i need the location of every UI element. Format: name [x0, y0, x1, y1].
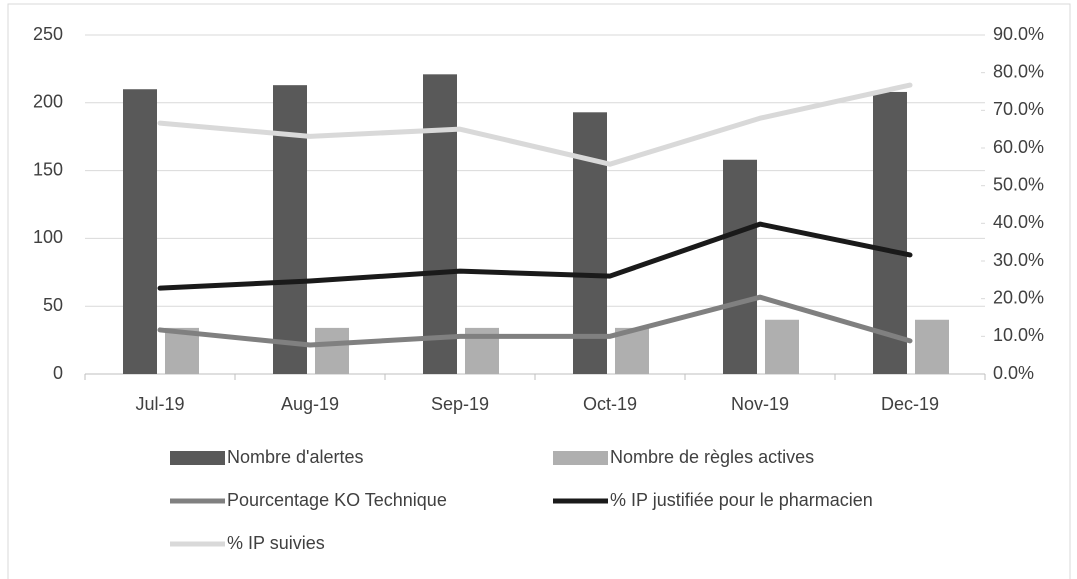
- y2-tick-label: 60.0%: [993, 137, 1044, 157]
- x-tick-label: Aug-19: [281, 394, 339, 414]
- y-tick-label: 200: [33, 92, 63, 112]
- bar: [273, 85, 307, 374]
- y2-tick-label: 90.0%: [993, 24, 1044, 44]
- y2-tick-label: 0.0%: [993, 363, 1034, 383]
- y2-tick-label: 80.0%: [993, 61, 1044, 81]
- line-series: [157, 294, 913, 348]
- y-tick-label: 150: [33, 159, 63, 179]
- legend-label: % IP justifiée pour le pharmacien: [610, 490, 873, 510]
- line-series: [157, 221, 913, 291]
- y-tick-label: 250: [33, 24, 63, 44]
- chart-frame: [7, 3, 1071, 579]
- bar: [423, 74, 457, 374]
- x-tick-label: Oct-19: [583, 394, 637, 414]
- y2-tick-label: 10.0%: [993, 325, 1044, 345]
- bar: [873, 91, 907, 375]
- legend-label: Nombre de règles actives: [610, 447, 814, 467]
- legend-label: Nombre d'alertes: [227, 447, 364, 467]
- y2-tick-label: 50.0%: [993, 174, 1044, 194]
- y2-tick-label: 70.0%: [993, 99, 1044, 119]
- bar: [315, 327, 349, 374]
- bar: [765, 319, 799, 374]
- x-tick-label: Sep-19: [431, 394, 489, 414]
- bar: [723, 159, 757, 374]
- x-tick-label: Nov-19: [731, 394, 789, 414]
- bar: [915, 319, 949, 374]
- y2-tick-label: 30.0%: [993, 250, 1044, 270]
- legend-swatch: [170, 451, 225, 465]
- y2-tick-label: 20.0%: [993, 287, 1044, 307]
- bar: [123, 89, 157, 375]
- legend-swatch: [553, 451, 608, 465]
- y-tick-label: 0: [53, 363, 63, 383]
- legend-label: % IP suivies: [227, 533, 325, 553]
- y-tick-label: 50: [43, 295, 63, 315]
- line-series: [157, 82, 913, 167]
- legend-label: Pourcentage KO Technique: [227, 490, 447, 510]
- x-tick-label: Jul-19: [135, 394, 184, 414]
- y-tick-label: 100: [33, 227, 63, 247]
- x-tick-label: Dec-19: [881, 394, 939, 414]
- y2-tick-label: 40.0%: [993, 212, 1044, 232]
